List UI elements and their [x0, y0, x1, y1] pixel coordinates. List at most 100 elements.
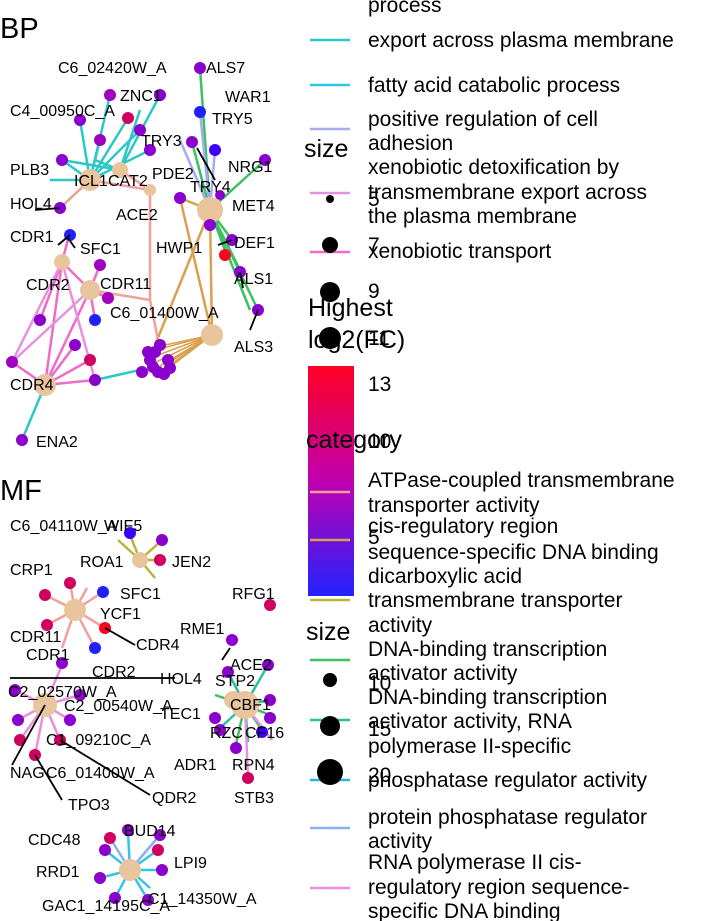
mf-label-c2-00540w-a: C2_00540W_A: [64, 698, 173, 715]
bp-label-try5: TRY5: [212, 111, 253, 128]
legend-mf-cat-6-line-0: protein phosphatase regulator: [368, 806, 647, 829]
bp-label-c6-01400w-a: C6_01400W_A: [110, 305, 219, 322]
legend-size2-value-2: 20: [368, 764, 391, 787]
legend-mf-cat-7-line-1: regulatory region sequence-: [368, 876, 630, 899]
legend-size1-value-1: 7: [368, 234, 380, 257]
bp-small-node-cluster: [136, 339, 176, 380]
mf-label-rrd1: RRD1: [36, 864, 80, 881]
size-legend-2-labels: 10 15 20: [368, 672, 391, 787]
legend-bp-cat-3-line-1: adhesion: [368, 132, 453, 155]
legend-bp-cat-4-line-0: xenobiotic detoxification by: [368, 156, 619, 179]
bp-label-c4-00950c-a: C4_00950C_A: [10, 103, 115, 120]
mf-network: MF: [0, 475, 284, 915]
bp-label-als1: ALS1: [234, 271, 273, 288]
mf-label-gac1-14195c-a: GAC1_14195C_A: [42, 898, 170, 915]
mf-label-c6-01400w-a: C6_01400W_A: [46, 765, 155, 782]
legend-size2-value-0: 10: [368, 672, 391, 695]
legend-size2-value-1: 15: [368, 718, 391, 741]
mf-label-qdr2: QDR2: [152, 790, 197, 807]
legend: process export across plasma membrane fa…: [304, 0, 675, 921]
mf-label-roa1: ROA1: [80, 554, 124, 571]
bp-label-icl1: ICL1: [74, 173, 108, 190]
legend-mf-cat-0-line-0: ATPase-coupled transmembrane: [368, 469, 675, 492]
bp-label-plb3: PLB3: [10, 162, 49, 179]
size-legend-2-dots: [317, 673, 343, 785]
mf-label-adr1: ADR1: [174, 757, 217, 774]
legend-size1-value-0: 5: [368, 188, 380, 211]
bp-gene-labels: C6_02420W_A ALS7 ZNC1 WAR1 C4_00950C_A T…: [10, 60, 275, 451]
mf-label-cbf1: CBF1: [230, 697, 271, 714]
bp-label-try4: TRY4: [190, 179, 231, 196]
bp-label-pde2: PDE2: [152, 166, 194, 183]
mf-label-crp1: CRP1: [10, 562, 53, 579]
mf-label-c1-09210c-a: C1_09210C_A: [46, 732, 151, 749]
legend-size1-value-4: 13: [368, 373, 391, 396]
bp-label-hwp1: HWP1: [156, 240, 202, 257]
mf-label-lpi9: LPI9: [174, 855, 207, 872]
legend-mf-cat-4-line-0: DNA-binding transcription: [368, 686, 607, 709]
mf-label-tec1: TEC1: [160, 706, 201, 723]
mf-label-rpn4: RPN4: [232, 757, 275, 774]
legend-size-title-1: size: [304, 135, 348, 163]
mf-label-hol4: HOL4: [160, 671, 202, 688]
bp-label-def1: DEF1: [234, 235, 275, 252]
legend-bp-cat-4-line-1: transmembrane export across: [368, 181, 647, 204]
mf-label-rme1: RME1: [180, 621, 225, 638]
legend-mf-cat-3-line-0: DNA-binding transcription: [368, 638, 607, 661]
legend-mf-cat-2-line-1: transmembrane transporter: [368, 589, 622, 612]
bp-label-met4: MET4: [232, 198, 275, 215]
legend-bp-cat-0-line-0: process: [368, 0, 442, 17]
bp-network: BP: [0, 13, 275, 451]
mf-label-cdr11: CDR11: [10, 629, 61, 646]
bp-label-als7: ALS7: [206, 60, 245, 77]
legend-bp-cat-4-line-2: the plasma membrane: [368, 205, 577, 228]
mf-label-cdr4: CDR4: [136, 637, 180, 654]
mf-label-rzc: RZC: [210, 725, 243, 742]
legend-mf-cat-2-line-2: activity: [368, 614, 433, 637]
mf-label-ycf1: YCF1: [100, 606, 141, 623]
mf-label-cdr1: CDR1: [26, 647, 70, 664]
mf-label-nag: NAG: [10, 765, 45, 782]
legend-mf-cat-1-line-0: cis-regulatory region: [368, 515, 558, 538]
legend-mf-cat-6-line-1: activity: [368, 830, 433, 853]
mf-panel-title: MF: [0, 475, 42, 507]
legend-bp-cat-2-line-0: fatty acid catabolic process: [368, 74, 620, 97]
mf-label-rfg1: RFG1: [232, 586, 275, 603]
legend-category-title: category: [306, 426, 402, 454]
bp-label-nrg1: NRG1: [228, 159, 273, 176]
legend-mf-cat-7-line-0: RNA polymerase II cis-: [368, 851, 582, 874]
bp-label-war1: WAR1: [225, 89, 271, 106]
mf-label-cdr2: CDR2: [92, 664, 136, 681]
legend-colorbar: [308, 366, 354, 596]
legend-mf-cat-7-line-2: specific DNA binding: [368, 900, 561, 921]
legend-mf-cat-4-line-2: polymerase II-specific: [368, 735, 571, 758]
bp-label-hol4: HOL4: [10, 196, 52, 213]
legend-mf-cat-0-line-1: transporter activity: [368, 494, 540, 517]
mf-label-stp2: STP2: [215, 673, 255, 690]
legend-colorbar-title-line-0: Highest: [308, 294, 393, 322]
bp-label-cdr1: CDR1: [10, 229, 54, 246]
bp-label-c6-02420w-a: C6_02420W_A: [58, 60, 167, 77]
bp-label-cat2: CAT2: [108, 173, 148, 190]
bp-category-legend-labels: process export across plasma membrane fa…: [368, 0, 674, 263]
mf-label-bud14: BUD14: [124, 823, 176, 840]
mf-label-c6-04110w-a: C6_04110W_A: [10, 518, 118, 535]
bp-label-sfc1: SFC1: [80, 241, 121, 258]
bp-label-cdr11: CDR11: [100, 276, 151, 293]
bp-label-ena2: ENA2: [36, 434, 78, 451]
mf-label-cdc48: CDC48: [28, 832, 81, 849]
bp-label-cdr2: CDR2: [26, 277, 70, 294]
mf-label-wif5: WIF5: [104, 518, 142, 535]
legend-bp-cat-5-line-0: xenobiotic transport: [368, 240, 551, 263]
legend-mf-cat-1-line-1: sequence-specific DNA binding: [368, 541, 659, 564]
legend-colorbar-title-line-1: log2(FC): [308, 326, 405, 354]
mf-label-sfc1: SFC1: [120, 586, 161, 603]
mf-label-cf16: CF16: [245, 725, 284, 742]
mf-label-jen2: JEN2: [172, 554, 211, 571]
bp-label-als3: ALS3: [234, 339, 273, 356]
bp-label-znc1: ZNC1: [120, 88, 162, 105]
mf-label-stb3: STB3: [234, 790, 274, 807]
mf-label-ace2: ACE2: [230, 657, 272, 674]
mf-label-tpo3: TPO3: [68, 797, 110, 814]
